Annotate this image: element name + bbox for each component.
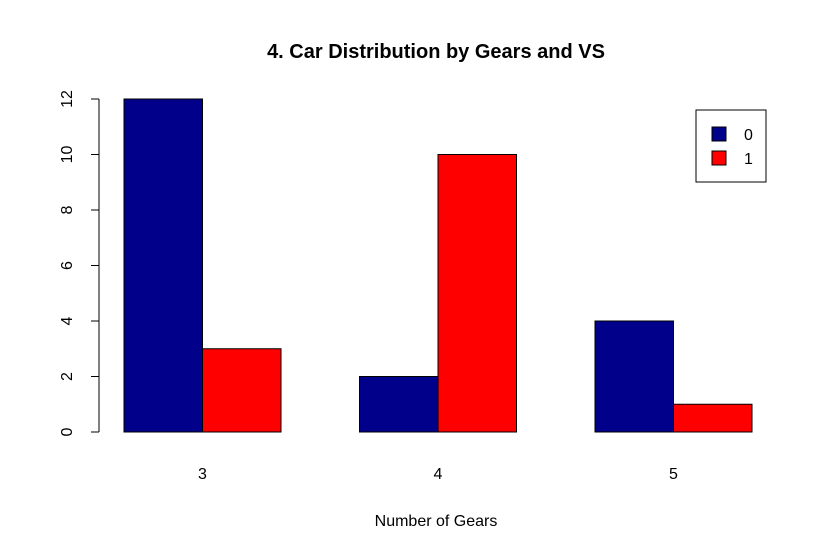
chart-title: 4. Car Distribution by Gears and VS <box>267 41 605 63</box>
bar-gear-4-vs-0 <box>359 376 439 433</box>
y-tick-label: 6 <box>59 261 76 270</box>
bars <box>123 98 753 433</box>
y-axis: 0 2 4 6 8 10 12 <box>59 90 100 436</box>
x-tick-label: 3 <box>198 466 207 483</box>
y-tick-label: 0 <box>59 427 76 436</box>
x-axis-title: Number of Gears <box>375 513 498 530</box>
y-tick-label: 12 <box>59 90 76 108</box>
legend-box <box>695 109 767 183</box>
bar-gear-5-vs-0 <box>594 320 674 433</box>
y-tick-label: 8 <box>59 205 76 214</box>
x-tick-label: 5 <box>669 466 678 483</box>
legend-label-1: 1 <box>744 151 753 168</box>
bar-gear-4-vs-1 <box>437 154 517 433</box>
bar-gear-3-vs-0 <box>123 98 203 433</box>
legend-swatch-1 <box>711 150 727 166</box>
y-tick-label: 4 <box>59 316 76 325</box>
legend: 01 <box>695 109 767 183</box>
bar-gear-3-vs-1 <box>202 348 282 433</box>
x-tick-label: 4 <box>434 466 443 483</box>
x-axis-labels: 3 4 5 <box>198 466 678 483</box>
legend-label-0: 0 <box>744 127 753 144</box>
y-tick-label: 2 <box>59 372 76 381</box>
bar-gear-5-vs-1 <box>673 403 753 433</box>
y-tick-label: 10 <box>59 146 76 164</box>
legend-swatch-0 <box>711 126 727 142</box>
